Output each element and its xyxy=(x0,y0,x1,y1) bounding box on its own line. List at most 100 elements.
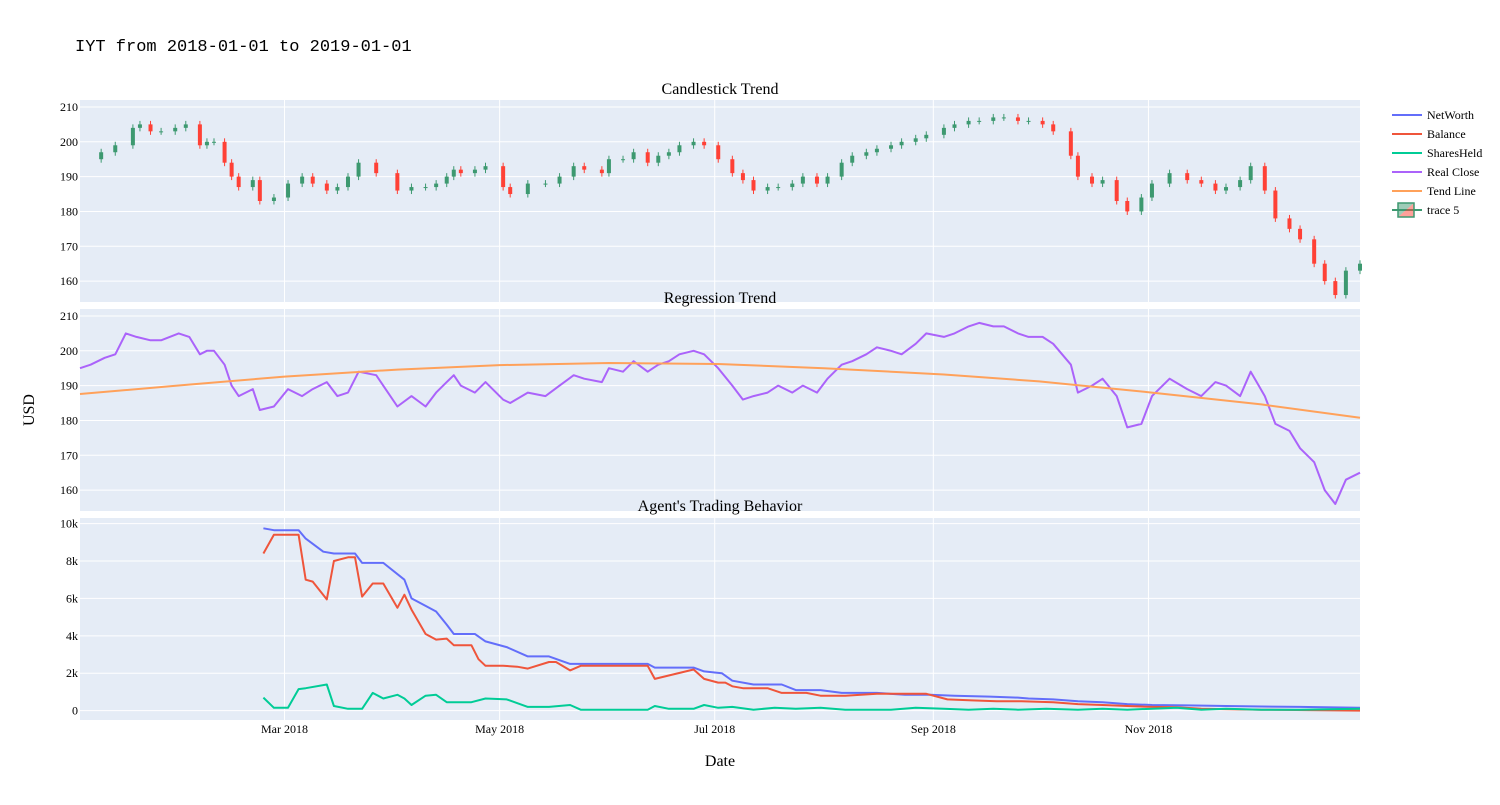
x-tick-label: Nov 2018 xyxy=(1125,722,1173,736)
candle-body xyxy=(1125,201,1130,212)
candle-body xyxy=(850,155,855,163)
candle-body xyxy=(395,173,400,191)
series-balance xyxy=(262,533,1361,712)
candle-body xyxy=(730,159,735,174)
candle-body xyxy=(173,127,178,132)
candle-body xyxy=(1051,124,1056,132)
candle-body xyxy=(211,141,216,143)
candle-body xyxy=(1224,187,1229,191)
candle-body xyxy=(814,176,819,184)
legend-label-sharesheld: SharesHeld xyxy=(1427,146,1482,160)
trading-plot-area[interactable] xyxy=(80,518,1360,720)
series-networth xyxy=(263,527,1361,709)
candle-body xyxy=(159,131,164,133)
legend-item-real-close[interactable]: Real Close xyxy=(1392,165,1479,179)
legend-item-trace-5[interactable]: trace 5 xyxy=(1392,202,1459,218)
candle-body xyxy=(606,159,611,174)
candle-body xyxy=(776,187,781,189)
candle-body xyxy=(1343,270,1348,296)
legend-label-trace-5: trace 5 xyxy=(1427,203,1459,217)
candle-body xyxy=(409,187,414,191)
series-sharesheld xyxy=(262,683,1361,711)
candle-body xyxy=(374,162,379,174)
candle-body xyxy=(1090,176,1095,184)
regression-plot-area[interactable] xyxy=(80,309,1360,511)
candle-body xyxy=(501,166,506,188)
candle-body xyxy=(310,176,315,184)
candle-body xyxy=(691,141,696,146)
candle-body xyxy=(113,145,118,153)
candle-body xyxy=(924,134,929,139)
y-tick-label: 0 xyxy=(72,704,78,718)
candle-body xyxy=(130,127,135,146)
candle-body xyxy=(702,141,707,146)
candle-body xyxy=(645,152,650,163)
y-tick-label: 190 xyxy=(60,379,78,393)
candle-body xyxy=(800,176,805,184)
candle-body xyxy=(525,183,530,195)
y-axis-title: USD xyxy=(21,394,38,426)
legend-item-tend-line[interactable]: Tend Line xyxy=(1392,184,1476,198)
legend-item-balance[interactable]: Balance xyxy=(1392,127,1466,141)
grid-layer xyxy=(80,100,1360,720)
candle-body xyxy=(966,120,971,125)
legend-item-sharesheld[interactable]: SharesHeld xyxy=(1392,146,1482,160)
candle-body xyxy=(543,183,548,185)
candle-body xyxy=(631,152,636,160)
figure-title: IYT from 2018-01-01 to 2019-01-01 xyxy=(75,38,412,57)
candle-body xyxy=(1015,117,1020,121)
candle-body xyxy=(977,120,982,122)
candle-body xyxy=(740,173,745,181)
candle-body xyxy=(656,155,661,163)
y-tick-label: 160 xyxy=(60,483,78,497)
legend-swatch-trace-5-box xyxy=(1397,202,1415,218)
axis-layer: Mar 2018 May 2018 Jul 2018 Sep 2018 Nov 2018… xyxy=(60,100,1172,736)
candle-body xyxy=(444,176,449,184)
candle-body xyxy=(472,169,477,174)
candle-body xyxy=(582,166,587,170)
candle-body xyxy=(571,166,576,177)
legend-item-networth[interactable]: NetWorth xyxy=(1392,108,1474,122)
candle-body xyxy=(99,152,104,160)
candle-body xyxy=(250,180,255,188)
candle-body xyxy=(1068,131,1073,156)
candle-body xyxy=(1026,120,1031,122)
y-tick-label: 200 xyxy=(60,344,78,358)
candle-body xyxy=(716,145,721,160)
candle-body xyxy=(236,176,241,188)
candle-body xyxy=(1248,166,1253,181)
y-tick-label: 8k xyxy=(66,554,78,568)
y-tick-label: 200 xyxy=(60,135,78,149)
candlestick-plot-area[interactable] xyxy=(80,100,1360,302)
candle-body xyxy=(335,187,340,191)
candle-body xyxy=(204,141,209,146)
y-tick-label: 2k xyxy=(66,666,78,680)
candle-body xyxy=(889,145,894,149)
candle-body xyxy=(451,169,456,177)
candle-body xyxy=(1075,155,1080,177)
y-tick-label: 180 xyxy=(60,204,78,218)
x-axis-title: Date xyxy=(705,753,735,770)
candle-body xyxy=(599,169,604,174)
y-tick-label: 210 xyxy=(60,100,78,114)
candle-body xyxy=(1287,218,1292,229)
candle-body xyxy=(1262,166,1267,191)
x-tick-label: Mar 2018 xyxy=(261,722,308,736)
candle-body xyxy=(874,148,879,153)
x-tick-label: Sep 2018 xyxy=(911,722,956,736)
candle-body xyxy=(621,159,626,161)
candle-body xyxy=(941,127,946,135)
candle-body xyxy=(423,187,428,189)
candle-body xyxy=(751,180,756,191)
y-tick-label: 6k xyxy=(66,591,78,605)
candle-body xyxy=(1238,180,1243,188)
legend-label-balance: Balance xyxy=(1427,127,1466,141)
y-tick-label: 170 xyxy=(60,448,78,462)
y-tick-label: 190 xyxy=(60,170,78,184)
subplot-title-candlestick: Candlestick Trend xyxy=(662,81,779,98)
y-tick-label: 170 xyxy=(60,239,78,253)
candle-body xyxy=(1149,183,1154,198)
candle-body xyxy=(1298,228,1303,240)
